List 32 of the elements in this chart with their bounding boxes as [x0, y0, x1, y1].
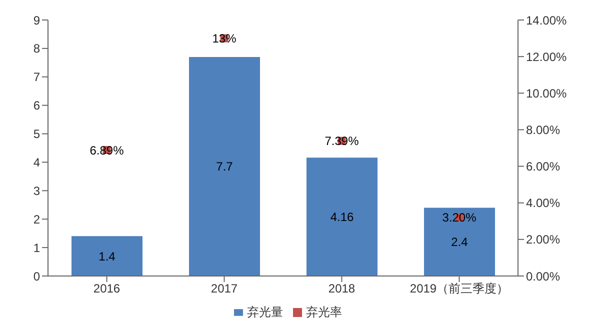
data-label: 1.4 — [98, 249, 116, 264]
bar — [189, 56, 260, 276]
legend-label: 弃光率 — [306, 305, 342, 319]
y2-tick-label: 8.00% — [526, 122, 560, 137]
data-label: 4.16 — [330, 210, 354, 224]
y-tick-label: 9 — [33, 13, 40, 28]
x-tick-label: 2019（前三季度） — [410, 282, 509, 296]
x-tick-label: 2018 — [328, 282, 356, 296]
bar — [424, 208, 495, 276]
bar — [306, 158, 378, 276]
y-tick-label: 4 — [33, 155, 40, 170]
y2-tick-label: 0.00% — [526, 269, 560, 284]
x-tick-label: 2017 — [210, 282, 238, 296]
y-tick-label: 7 — [33, 70, 40, 84]
y2-tick-label: 12.00% — [526, 50, 568, 64]
data-label: 2.4 — [451, 235, 468, 250]
y-tick-label: 2 — [33, 212, 40, 226]
bar — [72, 236, 142, 276]
data-label: 7.7 — [216, 160, 234, 174]
x-tick-label: 2016 — [93, 282, 120, 296]
y2-tick-label: 6.00% — [526, 160, 560, 174]
y2-tick-label: 4.00% — [526, 196, 560, 210]
y2-tick-label: 14.00% — [526, 13, 568, 28]
y-tick-label: 3 — [33, 184, 40, 198]
y-tick-label: 0 — [33, 269, 40, 284]
y-tick-label: 5 — [33, 127, 40, 142]
y-tick-label: 8 — [33, 42, 40, 56]
legend-label: 弃光量 — [247, 305, 283, 319]
y-tick-label: 1 — [33, 240, 40, 255]
y2-tick-label: 10.00% — [526, 86, 568, 100]
y-tick-label: 6 — [33, 98, 40, 113]
y2-tick-label: 2.00% — [526, 232, 560, 247]
